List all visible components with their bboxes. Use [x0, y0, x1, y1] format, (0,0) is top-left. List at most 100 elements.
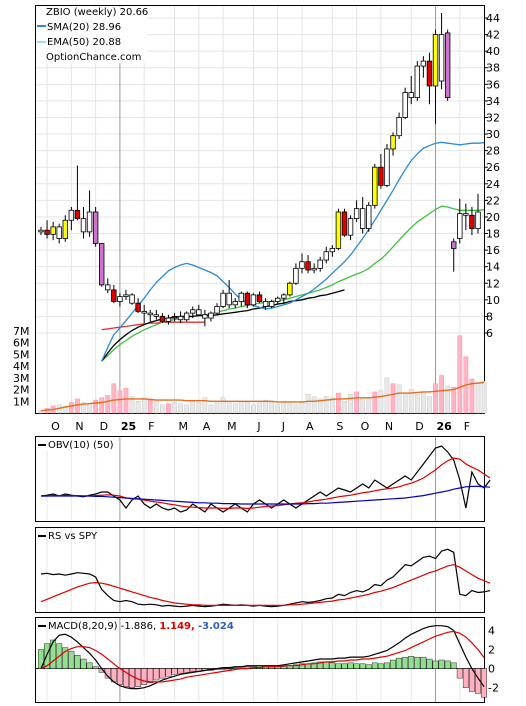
candle-body: [105, 284, 111, 291]
price-panel-frame: [35, 5, 485, 414]
candle-body: [238, 292, 244, 302]
volume-bar: [178, 403, 183, 414]
macd-label: MACD(8,20,9) -1.886, 1.149, -3.024: [48, 621, 234, 632]
macd-histogram-bar: [323, 661, 330, 669]
volume-bar: [481, 381, 487, 414]
candle-body: [123, 294, 129, 297]
candle-body: [323, 251, 329, 261]
candle-body: [262, 301, 269, 307]
macd-histogram-bar: [116, 668, 123, 685]
obv-legend-swatch: [38, 444, 46, 446]
macd-axis: 4 2 0 -2: [488, 624, 499, 694]
candle-body: [366, 204, 372, 229]
time-axis-label: 26: [437, 420, 453, 433]
macd-histogram-bar: [408, 655, 415, 669]
macd-tick-label: 4: [488, 624, 495, 637]
time-axis-label: M: [179, 420, 189, 433]
sma-legend-label: SMA(20) 28.96: [47, 22, 121, 33]
macd-histogram-bar: [177, 668, 184, 674]
macd-histogram-bar: [426, 658, 433, 669]
candle-body: [390, 135, 396, 150]
black-moving-average: [101, 289, 345, 362]
macd-histogram-bar: [365, 664, 372, 669]
macd-histogram-bar: [353, 663, 360, 669]
time-axis-label: N: [385, 420, 393, 433]
volume-bar: [129, 396, 135, 414]
candle-body: [232, 301, 238, 306]
volume-bar: [257, 401, 262, 414]
candle-body: [135, 302, 141, 312]
volume-bar: [232, 403, 238, 414]
volume-bar: [251, 404, 256, 414]
volume-bar: [311, 396, 317, 414]
candle-body: [287, 282, 293, 296]
macd-histogram-bar: [299, 663, 305, 669]
volume-bar: [329, 397, 335, 414]
volume-tick-label: 1M: [13, 395, 30, 408]
candle-body: [329, 248, 336, 253]
volume-tick-label: 5M: [13, 348, 30, 361]
volume-bar: [451, 386, 457, 414]
macd-histogram-bar: [396, 657, 403, 669]
macd-histogram-bar: [159, 668, 166, 679]
volume-bar: [427, 396, 432, 414]
volume-bar: [202, 397, 208, 414]
macd-histogram-bar: [165, 668, 172, 677]
candle-body: [62, 219, 68, 239]
macd-histogram-bar: [171, 668, 178, 675]
candle-body: [183, 312, 190, 321]
chart-title: ZBIO (weekly) 20.66: [46, 7, 148, 18]
volume-bar: [62, 405, 68, 414]
volume-bar: [184, 404, 190, 414]
candle-body: [220, 292, 226, 307]
sma-legend-swatch: [37, 25, 46, 27]
price-tick-label: 36: [486, 78, 500, 91]
price-tick-label: 12: [486, 277, 500, 290]
volume-bar: [366, 398, 372, 414]
candle-body: [214, 306, 220, 314]
obv-label: OBV(10) (50): [48, 440, 114, 451]
candle-body: [86, 211, 93, 233]
volume-bar: [342, 401, 347, 414]
rs-panel-frame: [35, 527, 485, 613]
volume-bar: [93, 399, 98, 414]
time-axis-label: F: [464, 420, 470, 433]
candle-body: [153, 314, 160, 317]
candle-body: [275, 297, 281, 302]
volume-bar: [275, 404, 281, 414]
candle-body: [226, 292, 232, 306]
candle-body: [92, 211, 99, 244]
price-tick-label: 18: [486, 228, 500, 241]
candle-body: [50, 226, 56, 235]
macd-histogram-bar: [123, 668, 129, 687]
candle-body: [44, 229, 50, 235]
volume-moving-average: [40, 381, 485, 412]
macd-histogram-bar: [444, 660, 451, 669]
macd-histogram-bar: [462, 668, 469, 688]
volume-bar: [123, 388, 129, 414]
macd-histogram-bar: [68, 651, 75, 669]
price-tick-label: 20: [486, 211, 500, 224]
candle-body: [293, 267, 299, 284]
candle-body: [396, 117, 402, 137]
time-axis-label: A: [306, 420, 314, 433]
price-tick-label: 26: [486, 161, 500, 174]
macd-histogram-bar: [371, 662, 378, 669]
price-tick-label: 24: [486, 178, 500, 191]
volume-bar: [287, 403, 293, 414]
macd-histogram-bar: [74, 655, 81, 669]
macd-signal-line: [40, 630, 485, 683]
candle-body: [463, 213, 469, 216]
macd-histogram-bar: [153, 668, 160, 681]
candle-body: [335, 211, 342, 249]
volume-bar: [378, 390, 384, 414]
legend-box: [37, 7, 147, 63]
volume-bar: [469, 378, 475, 414]
volume-bar: [81, 402, 86, 414]
macd-histogram-bar: [226, 668, 233, 670]
obv-label-bg: [37, 438, 117, 451]
volume-bar: [269, 402, 275, 414]
candle-body: [117, 296, 123, 302]
volume-bar: [414, 394, 420, 414]
volume-bar: [408, 389, 414, 414]
